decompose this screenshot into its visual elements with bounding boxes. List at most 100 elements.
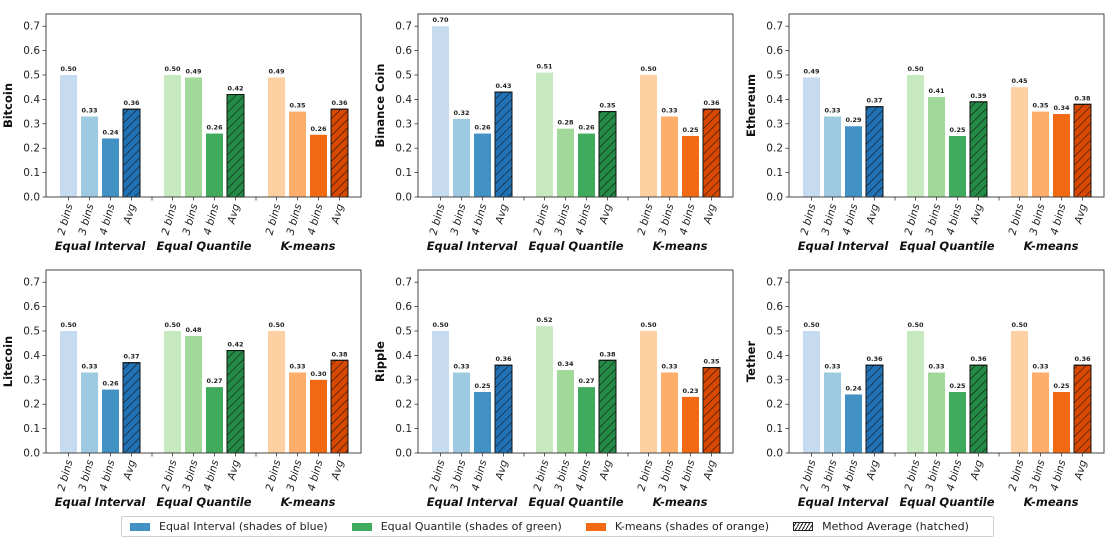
group-label-equal-interval: Equal Interval: [427, 239, 519, 253]
bar-equal-interval-4-bins: [474, 392, 491, 453]
bar-hatch: [494, 364, 513, 454]
y-tick-label: 0.5: [766, 326, 783, 338]
bar-hatch: [1073, 103, 1092, 198]
data-label: 0.52: [536, 316, 552, 324]
group-label-k-means: K-means: [281, 239, 336, 253]
legend-label: Equal Quantile (shades of green): [380, 520, 562, 533]
y-tick-label: 0.0: [766, 192, 783, 204]
x-tick-label: Avg: [329, 202, 346, 226]
x-tick-label: 2 bins: [532, 458, 552, 492]
axes-frame: [788, 269, 1105, 454]
bar-k-means-4-bins: [1053, 392, 1070, 453]
bar-hatch: [330, 359, 349, 454]
bar-equal-quantile-2-bins: [536, 326, 553, 453]
bar-k-means-3-bins: [661, 116, 678, 197]
data-label: 0.25: [474, 382, 491, 390]
y-tick-label: 0.7: [395, 21, 412, 33]
bar-hatch: [702, 108, 721, 198]
y-tick-label: 0.6: [766, 45, 783, 57]
x-tick-label: 4 bins: [678, 458, 698, 492]
bar-equal-quantile-4-bins: [578, 387, 595, 453]
x-tick-label: 2 bins: [428, 458, 448, 492]
y-tick-label: 0.0: [395, 192, 412, 204]
data-label: 0.36: [495, 355, 512, 363]
data-label: 0.50: [640, 321, 657, 329]
x-tick-label: 2 bins: [56, 202, 76, 236]
bar-hatch: [969, 364, 988, 454]
x-tick-label: 4 bins: [945, 202, 965, 236]
bar-equal-interval-2-bins: [432, 331, 449, 453]
x-tick-label: Avg: [1072, 202, 1089, 226]
data-label: 0.33: [661, 362, 677, 370]
data-label: 0.38: [1074, 94, 1091, 102]
data-label: 0.50: [60, 321, 77, 329]
y-tick-label: 0.5: [23, 326, 40, 338]
legend-label: Method Average (hatched): [822, 520, 969, 533]
legend-item-equal-interval: Equal Interval (shades of blue): [130, 520, 328, 533]
data-label: 0.25: [949, 126, 966, 134]
data-label: 0.36: [1074, 355, 1091, 363]
y-tick-label: 0.5: [395, 70, 412, 82]
data-label: 0.49: [268, 67, 285, 75]
data-label: 0.23: [682, 387, 698, 395]
bar-equal-quantile-4-bins: [949, 136, 966, 197]
x-tick-label: 4 bins: [1049, 202, 1069, 236]
y-tick-label: 0.4: [766, 350, 783, 362]
data-label: 0.70: [432, 16, 449, 24]
bar-hatch: [969, 101, 988, 198]
y-tick-label: 0.2: [395, 143, 412, 155]
legend-item-method-average: Method Average (hatched): [793, 520, 969, 533]
x-tick-label: 3 bins: [77, 458, 97, 492]
data-label: 0.39: [970, 92, 987, 100]
bar-hatch: [330, 108, 349, 198]
y-tick-label: 0.1: [23, 167, 40, 179]
x-tick-label: 4 bins: [945, 458, 965, 492]
data-label: 0.50: [60, 65, 77, 73]
bar-hatch: [226, 94, 245, 198]
data-label: 0.34: [557, 360, 574, 368]
x-tick-label: 4 bins: [202, 458, 222, 492]
y-tick-label: 0.0: [23, 448, 40, 460]
y-tick-label: 0.1: [766, 167, 783, 179]
bar-equal-interval-4-bins: [845, 126, 862, 197]
data-label: 0.49: [803, 67, 820, 75]
y-axis-label: Ethereum: [744, 74, 758, 137]
data-label: 0.25: [682, 126, 699, 134]
x-tick-label: 2 bins: [264, 202, 284, 236]
y-tick-label: 0.1: [395, 167, 412, 179]
y-tick-label: 0.6: [23, 301, 40, 313]
data-label: 0.26: [206, 124, 223, 132]
y-tick-label: 0.2: [395, 399, 412, 411]
y-axis-label: Bitcoin: [1, 83, 15, 128]
subplot-tether: 0.0 0.1 0.2 0.3 0.4 0.5 0.6 0.7 Tether 0.50 2 bins…: [744, 269, 1105, 509]
x-tick-label: 2 bins: [56, 458, 76, 492]
bar-k-means-3-bins: [289, 372, 306, 453]
bar-equal-interval-4-bins: [474, 133, 491, 197]
data-label: 0.33: [453, 362, 469, 370]
bar-hatch: [598, 359, 617, 454]
group-label-equal-interval: Equal Interval: [427, 495, 519, 509]
x-tick-label: 2 bins: [799, 202, 819, 236]
data-label: 0.33: [289, 362, 305, 370]
group-label-k-means: K-means: [1024, 495, 1079, 509]
x-tick-label: Avg: [121, 458, 138, 482]
bar-equal-quantile-2-bins: [907, 75, 924, 197]
y-tick-label: 0.7: [395, 277, 412, 289]
bar-k-means-4-bins: [310, 379, 327, 453]
data-label: 0.50: [432, 321, 449, 329]
data-label: 0.45: [1011, 77, 1028, 85]
y-tick-label: 0.7: [766, 277, 783, 289]
bar-equal-quantile-4-bins: [206, 133, 223, 197]
bar-k-means-2-bins: [1011, 331, 1028, 453]
data-label: 0.38: [331, 350, 348, 358]
y-tick-label: 0.5: [23, 70, 40, 82]
group-label-equal-quantile: Equal Quantile: [528, 495, 623, 509]
x-tick-label: 4 bins: [306, 202, 326, 236]
x-tick-label: 3 bins: [820, 202, 840, 236]
subplot-bitcoin: 0.0 0.1 0.2 0.3 0.4 0.5 0.6 0.7 Bitcoin 0.50 2 bin…: [1, 13, 362, 253]
bar-k-means-2-bins: [268, 331, 285, 453]
x-tick-label: Avg: [968, 458, 985, 482]
axes-frame: [45, 13, 362, 198]
y-tick-label: 0.2: [766, 399, 783, 411]
y-tick-label: 0.0: [766, 448, 783, 460]
